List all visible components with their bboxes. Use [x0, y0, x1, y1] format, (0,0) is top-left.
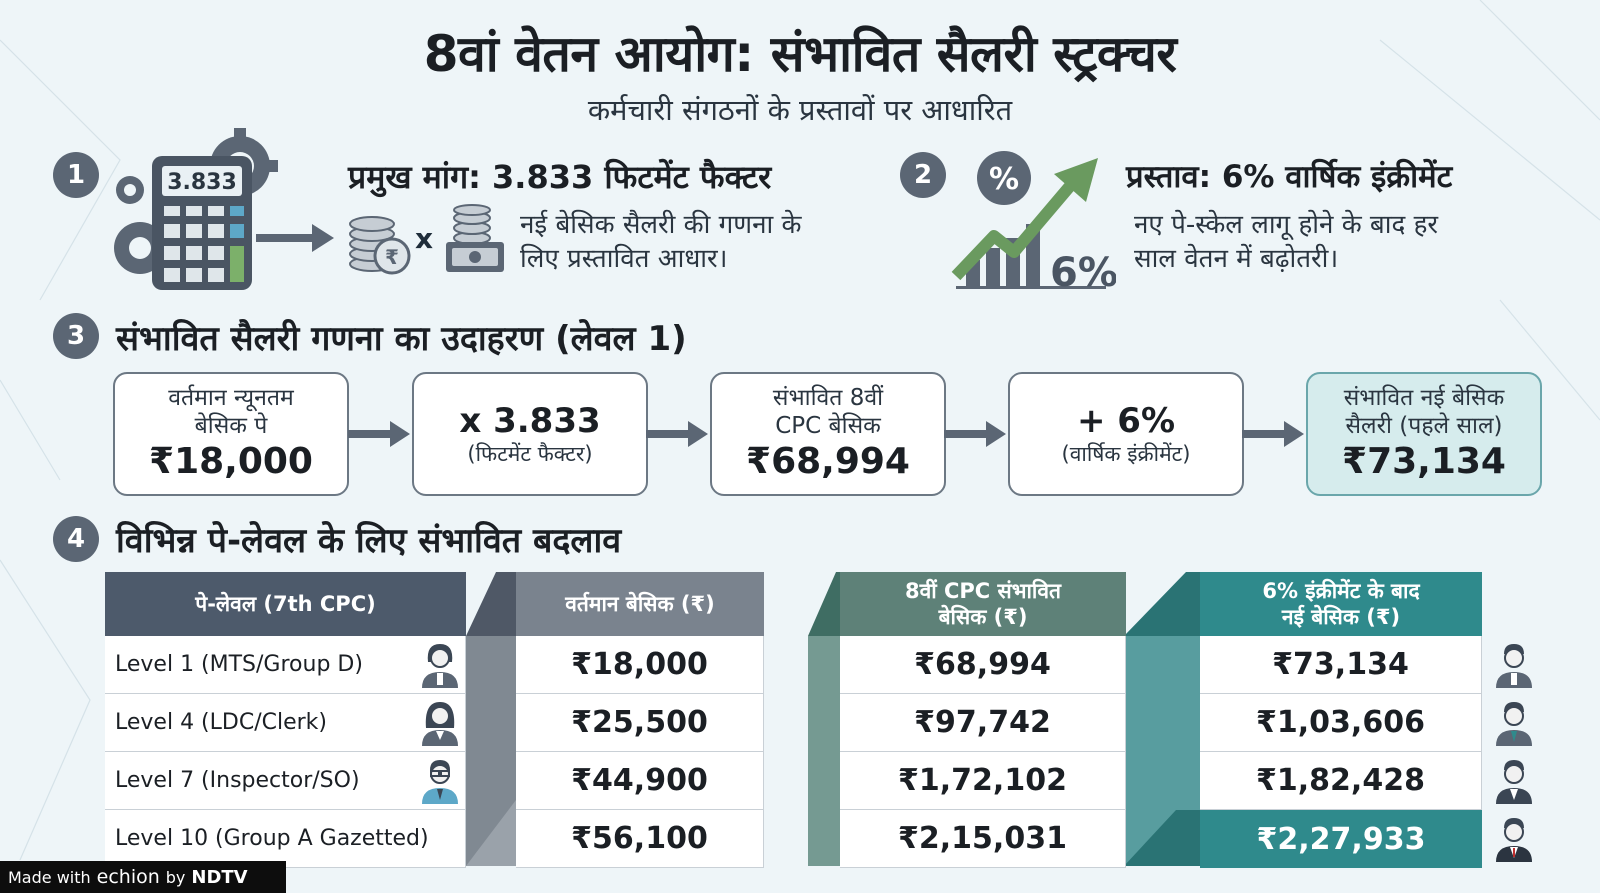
flow-arrow-icon [944, 421, 1006, 447]
growth-chart-icon: % 6% [951, 151, 1116, 292]
section-3-number: 3 [53, 313, 99, 359]
table-cell-cpc8: ₹68,994 [840, 636, 1126, 694]
flow-arrow-icon [646, 421, 708, 447]
svg-text:%: % [989, 162, 1019, 197]
table-cell-current: ₹25,500 [516, 694, 764, 752]
table-cell-current: ₹18,000 [516, 636, 764, 694]
flow-current-basic: वर्तमान न्यूनतम बेसिक पे ₹18,000 [113, 372, 349, 496]
section-1-number: 1 [53, 152, 99, 198]
percent-icon: % [977, 151, 1031, 205]
flow-fitment-factor: x 3.833 (फिटमेंट फैक्टर) [412, 372, 648, 496]
table-cell-current: ₹44,900 [516, 752, 764, 810]
table-row-level-label: Level 7 (Inspector/SO) [105, 752, 466, 810]
section-1-description: नई बेसिक सैलरी की गणना के लिए प्रस्तावित… [520, 210, 802, 274]
rupee-icon: ₹ [373, 237, 411, 275]
svg-text:₹: ₹ [385, 245, 399, 269]
section-2-heading: प्रस्ताव: 6% वार्षिक इंक्रीमेंट [1126, 159, 1453, 195]
male-gazetted-officer-icon [1496, 818, 1532, 862]
flow-arrow-icon [348, 421, 410, 447]
table-row-level-label: Level 10 (Group A Gazetted) [105, 810, 466, 868]
page-title: 8वां वेतन आयोग: संभावित सैलरी स्ट्रक्चर [423, 25, 1177, 83]
table-cell-after: ₹1,03,606 [1200, 694, 1482, 752]
male-employee-icon [1496, 644, 1532, 688]
page-subtitle: कर्मचारी संगठनों के प्रस्तावों पर आधारित [587, 93, 1013, 127]
female-employee-icon [422, 644, 458, 688]
section-4-number: 4 [53, 516, 99, 562]
arrow-right-icon [256, 224, 334, 252]
table-cell-after: ₹1,82,428 [1200, 752, 1482, 810]
table-cell-after-highlight: ₹2,27,933 [1200, 810, 1482, 868]
times-sign: x [415, 222, 434, 255]
column-header-current-basic: वर्तमान बेसिक (₹) [516, 572, 764, 636]
section-4-heading: विभिन्न पे-लेवल के लिए संभावित बदलाव [116, 521, 622, 561]
section-2-number: 2 [900, 152, 946, 198]
section-1-heading: प्रमुख मांग: 3.833 फिटमेंट फैक्टर [348, 158, 772, 196]
flow-new-basic-first-year: संभावित नई बेसिक सैलरी (पहले साल) ₹73,13… [1306, 372, 1542, 496]
table-cell-after: ₹73,134 [1200, 636, 1482, 694]
table-cell-cpc8: ₹1,72,102 [840, 752, 1126, 810]
male-officer-icon [422, 760, 458, 804]
flow-annual-increment: + 6% (वार्षिक इंक्रीमेंट) [1008, 372, 1244, 496]
flow-arrow-icon [1242, 421, 1304, 447]
svg-text:6%: 6% [1050, 250, 1116, 292]
table-cell-cpc8: ₹97,742 [840, 694, 1126, 752]
table-cell-current: ₹56,100 [516, 810, 764, 868]
footer-watermark: Made with echion by NDTV [0, 861, 286, 893]
column-header-pay-level: पे-लेवल (7th CPC) [105, 572, 466, 636]
cash-stack-icon [446, 204, 504, 272]
column-header-cpc8-basic: 8वीं CPC संभावित बेसिक (₹) [840, 572, 1126, 636]
table-row-level-label: Level 4 (LDC/Clerk) [105, 694, 466, 752]
column-header-after-increment: 6% इंक्रीमेंट के बाद नई बेसिक (₹) [1200, 572, 1482, 636]
male-clerk-icon [1496, 702, 1532, 746]
svg-text:3.833: 3.833 [167, 170, 237, 195]
flow-cpc8-basic: संभावित 8वीं CPC बेसिक ₹68,994 [710, 372, 946, 496]
male-manager-icon [1496, 760, 1532, 804]
section-3-heading: संभावित सैलरी गणना का उदाहरण (लेवल 1) [116, 319, 687, 359]
section-2-description: नए पे-स्केल लागू होने के बाद हर साल वेतन… [1134, 210, 1439, 274]
table-row-level-label: Level 1 (MTS/Group D) [105, 636, 466, 694]
table-cell-cpc8: ₹2,15,031 [840, 810, 1126, 868]
female-clerk-icon [422, 702, 458, 746]
coins-icon: ₹ [349, 216, 411, 275]
calculator-icon: 3.833 [114, 128, 334, 290]
